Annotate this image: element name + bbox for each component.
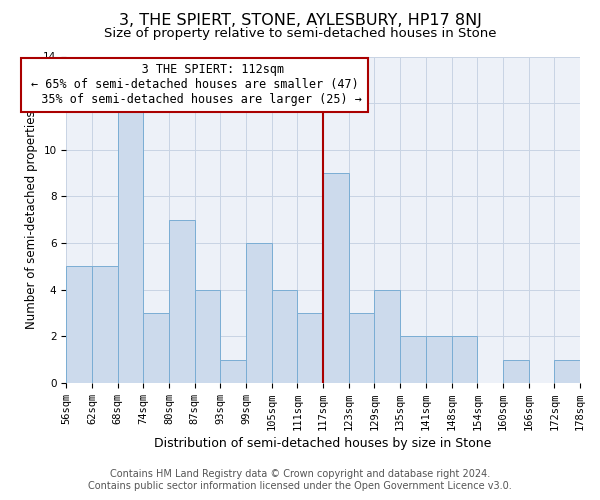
Bar (66, 266, 92, 383)
Bar (374, 290, 400, 383)
Bar (246, 243, 272, 383)
Bar (92, 266, 118, 383)
Bar (349, 313, 374, 383)
Bar (143, 313, 169, 383)
Bar (452, 336, 477, 383)
Bar (298, 313, 323, 383)
Bar (554, 360, 580, 383)
Bar (194, 290, 220, 383)
Bar (220, 360, 246, 383)
Bar (272, 290, 298, 383)
Bar (118, 103, 143, 383)
Text: 3 THE SPIERT: 112sqm
← 65% of semi-detached houses are smaller (47)
  35% of sem: 3 THE SPIERT: 112sqm ← 65% of semi-detac… (27, 64, 362, 106)
Bar (400, 336, 426, 383)
Text: 3, THE SPIERT, STONE, AYLESBURY, HP17 8NJ: 3, THE SPIERT, STONE, AYLESBURY, HP17 8N… (119, 12, 481, 28)
Text: Size of property relative to semi-detached houses in Stone: Size of property relative to semi-detach… (104, 28, 496, 40)
Text: Contains HM Land Registry data © Crown copyright and database right 2024.
Contai: Contains HM Land Registry data © Crown c… (88, 470, 512, 491)
Bar (503, 360, 529, 383)
Bar (426, 336, 452, 383)
X-axis label: Distribution of semi-detached houses by size in Stone: Distribution of semi-detached houses by … (154, 437, 492, 450)
Y-axis label: Number of semi-detached properties: Number of semi-detached properties (25, 110, 38, 329)
Bar (169, 220, 194, 383)
Bar (323, 173, 349, 383)
